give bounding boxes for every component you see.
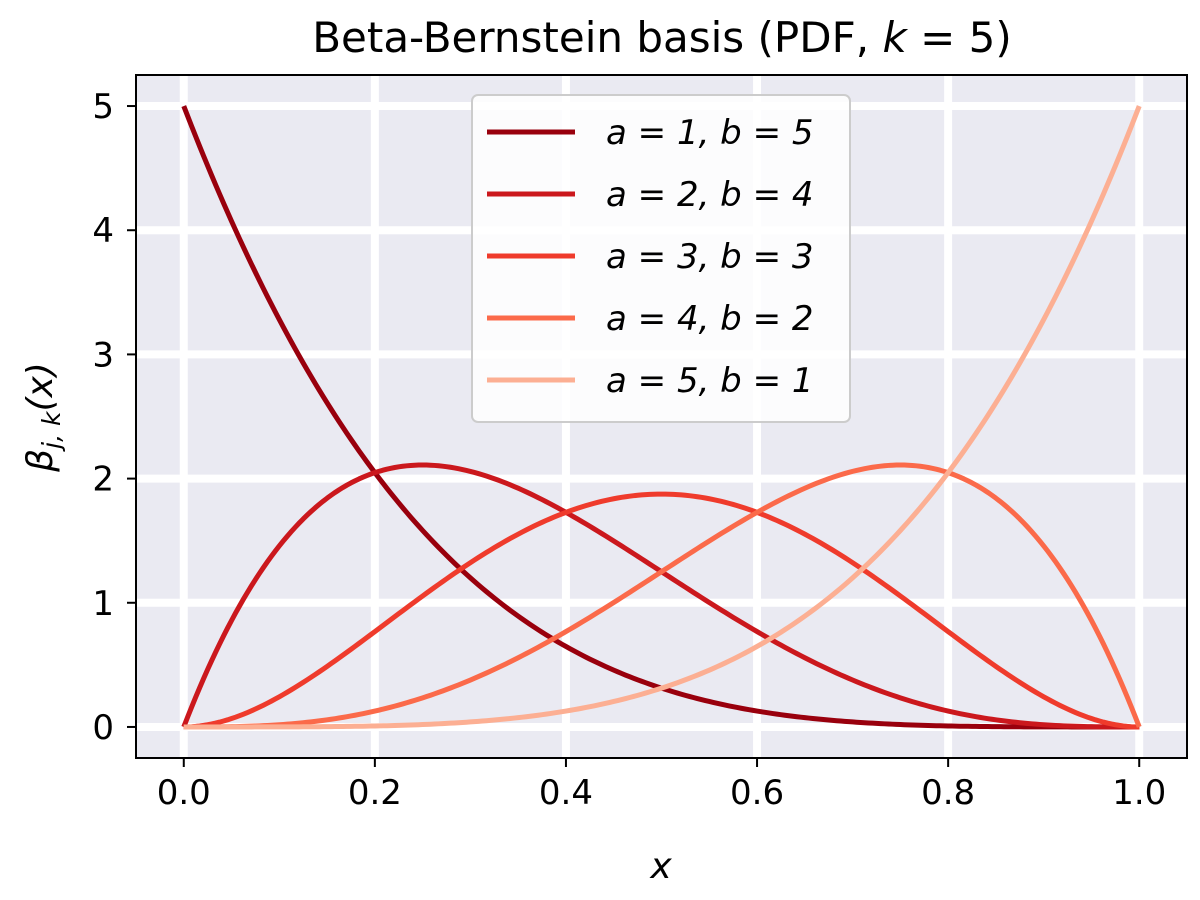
legend-label-5: a = 5, b = 1 [606,361,814,401]
legend-label-2: a = 2, b = 4 [606,175,814,215]
y-tick-label-4: 4 [92,211,114,251]
y-tick-label-0: 0 [92,708,114,748]
x-axis-ticks: 0.0 0.2 0.4 0.6 0.8 1.0 [157,758,1166,813]
legend-box [471,94,851,423]
chart-title: Beta-Bernstein basis (PDF, k = 5) [312,13,1012,62]
y-axis-label-sub: j, k [37,410,66,452]
chart-title-suffix: ) [995,13,1011,62]
y-tick-label-1: 1 [92,584,114,624]
y-axis-label: βj, k(x) [20,362,66,473]
legend: a = 1, b = 5 a = 2, b = 4 a = 3, b = 3 a = … [471,94,851,423]
legend-label-4: a = 4, b = 2 [606,299,814,339]
y-axis-label-arg: (x) [20,362,61,411]
y-tick-label-2: 2 [92,460,114,500]
chart-title-k: k [882,13,908,62]
x-tick-label-2: 0.4 [539,773,593,813]
series-line-4 [183,462,1142,730]
chart-title-eq: = 5 [907,13,996,62]
y-tick-label-3: 3 [92,335,114,375]
x-tick-label-3: 0.6 [730,773,784,813]
series-line-3 [183,491,1140,730]
series-line-5 [183,105,1142,730]
y-tick-label-5: 5 [92,87,114,127]
x-tick-label-1: 0.2 [348,773,402,813]
y-axis-ticks: 0 1 2 3 4 5 [92,87,136,748]
x-tick-label-0: 0.0 [157,773,211,813]
legend-label-3: a = 3, b = 3 [606,237,814,277]
y-axis-label-beta: β [20,449,61,473]
plot-frame [135,74,1188,759]
x-axis-label: x [649,846,672,887]
x-tick-label-5: 1.0 [1112,773,1166,813]
legend-label-1: a = 1, b = 5 [606,113,814,153]
x-tick-label-4: 0.8 [921,773,975,813]
series-lines [181,105,1142,730]
chart-title-prefix: Beta-Bernstein basis (PDF, [312,13,882,62]
